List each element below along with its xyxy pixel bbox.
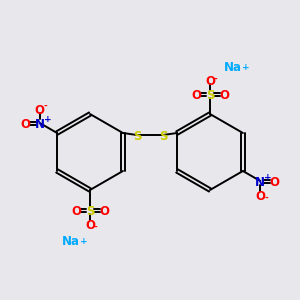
Text: Na: Na [62, 235, 80, 248]
Text: N: N [35, 118, 45, 131]
Text: O: O [255, 190, 265, 203]
Text: S: S [206, 89, 214, 102]
Text: +: + [242, 62, 250, 71]
Text: O: O [191, 89, 201, 102]
Text: -: - [214, 74, 218, 83]
Text: +: + [264, 172, 272, 182]
Text: -: - [44, 101, 47, 110]
Text: N: N [255, 176, 265, 189]
Text: O: O [269, 176, 279, 189]
Text: O: O [219, 89, 229, 102]
Text: O: O [71, 205, 81, 218]
Text: O: O [85, 219, 95, 232]
Text: S: S [159, 130, 167, 143]
Text: S: S [133, 130, 141, 143]
Text: Na: Na [224, 61, 242, 74]
Text: -: - [264, 194, 268, 202]
Text: O: O [35, 104, 45, 117]
Text: O: O [99, 205, 109, 218]
Text: +: + [80, 236, 88, 245]
Text: +: + [44, 115, 51, 124]
Text: -: - [94, 223, 98, 232]
Text: O: O [21, 118, 31, 131]
Text: S: S [86, 205, 94, 218]
Text: O: O [205, 75, 215, 88]
